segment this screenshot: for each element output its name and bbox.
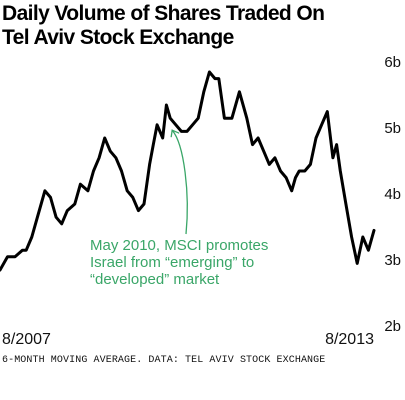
y-axis-ticks: 2b 3b 4b 5b 6b bbox=[384, 54, 401, 335]
annotation-line-3: “developed” market bbox=[90, 271, 220, 288]
y-tick-label: 4b bbox=[384, 186, 401, 203]
annotation: May 2010, MSCI promotes Israel from “eme… bbox=[90, 237, 268, 288]
x-tick-label-end: 8/2013 bbox=[325, 331, 374, 348]
chart-title-line-1: Daily Volume of Shares Traded On bbox=[2, 2, 325, 25]
y-tick-label: 6b bbox=[384, 54, 401, 71]
x-axis-ticks: 8/2007 8/2013 bbox=[2, 331, 374, 348]
annotation-arrow bbox=[171, 129, 188, 235]
annotation-arrowhead bbox=[170, 129, 180, 138]
annotation-line-2: Israel from “emerging” to bbox=[90, 254, 254, 271]
chart-title-line-2: Tel Aviv Stock Exchange bbox=[2, 26, 234, 49]
x-tick-label-start: 8/2007 bbox=[2, 331, 51, 348]
y-tick-label: 5b bbox=[384, 120, 401, 137]
y-tick-label: 2b bbox=[384, 318, 401, 335]
annotation-line-1: May 2010, MSCI promotes bbox=[90, 237, 268, 254]
y-tick-label: 3b bbox=[384, 252, 401, 269]
series-line bbox=[0, 70, 376, 272]
chart-title: Daily Volume of Shares Traded On Tel Avi… bbox=[2, 2, 362, 50]
source-note: 6-MONTH MOVING AVERAGE. DATA: TEL AVIV S… bbox=[2, 355, 326, 366]
